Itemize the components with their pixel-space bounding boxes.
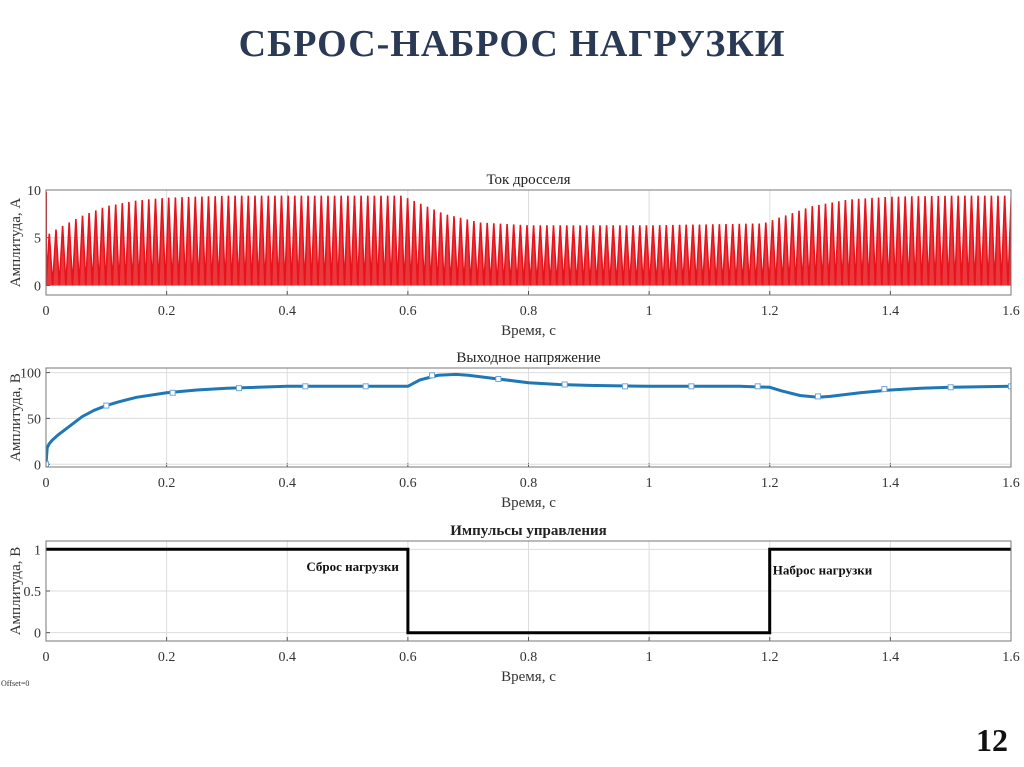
x-tick-label: 0.6 xyxy=(399,304,417,319)
y-tick-label: 0.5 xyxy=(24,585,42,600)
series-marker xyxy=(46,461,49,467)
series-marker xyxy=(103,402,110,409)
x-tick-label: 0.2 xyxy=(158,650,176,665)
x-tick-label: 0.8 xyxy=(520,476,538,491)
series-marker xyxy=(815,393,821,400)
slide-number: 12 xyxy=(976,722,1008,758)
plot-frame xyxy=(45,540,1012,642)
series-marker xyxy=(622,383,628,390)
x-tick-label: 1.4 xyxy=(882,650,900,665)
x-tick-label: 1.4 xyxy=(882,476,900,491)
plot-frame xyxy=(45,189,1012,296)
x-tick-label: 0.2 xyxy=(158,304,176,319)
x-tick-label: 0 xyxy=(43,650,50,665)
x-tick-label: 1.6 xyxy=(1002,304,1020,319)
x-tick-label: 0.8 xyxy=(520,304,538,319)
series-marker xyxy=(947,384,954,391)
chart-title: Ток дросселя xyxy=(486,172,570,188)
chart-title: Импульсы управления xyxy=(450,523,606,539)
y-axis-label: Амплитуда, В xyxy=(8,373,24,462)
series-line xyxy=(46,195,1011,286)
series-group xyxy=(46,372,1011,467)
y-tick-label: 50 xyxy=(27,412,41,427)
chart-title: Выходное напряжение xyxy=(456,350,601,366)
x-tick-label: 0 xyxy=(43,476,50,491)
x-tick-label: 1.6 xyxy=(1002,650,1020,665)
x-tick-label: 0.6 xyxy=(399,476,417,491)
x-tick-label: 1.6 xyxy=(1002,476,1020,491)
series-marker xyxy=(236,385,242,392)
x-tick-label: 1.2 xyxy=(761,476,779,491)
x-tick-label: 1 xyxy=(646,476,653,491)
slide-title: СБРОС-НАБРОС НАГРУЗКИ xyxy=(238,23,786,65)
y-tick-label: 5 xyxy=(34,232,41,247)
chart-1: Ток дросселя 0 0.2 0.4 0.6 0.8 1 1.2 1.4 1.6 0 5 10 В… xyxy=(8,172,1020,339)
series-line xyxy=(46,547,1011,635)
plot-frame xyxy=(45,367,1012,468)
x-axis-label: Время, с xyxy=(501,669,556,685)
series-marker xyxy=(495,376,502,382)
x-tick-label: 0 xyxy=(43,304,50,319)
series-marker xyxy=(754,383,761,390)
series-line xyxy=(46,372,1011,465)
x-tick-label: 0.4 xyxy=(279,476,297,491)
chart-2: Выходное напряжение 0 0.2 0.4 0.6 0.8 1 1.2 1.4 1… xyxy=(8,350,1020,511)
x-tick-label: 0.4 xyxy=(279,650,297,665)
x-tick-label: 1 xyxy=(646,650,653,665)
series-marker xyxy=(881,386,888,393)
x-axis-label: Время, с xyxy=(501,495,556,511)
x-tick-label: 0.6 xyxy=(399,650,417,665)
offset-label: Offset=0 xyxy=(1,679,29,688)
y-tick-label: 0 xyxy=(34,627,41,642)
x-tick-label: 0.2 xyxy=(158,476,176,491)
y-tick-label: 1 xyxy=(34,543,41,558)
series-marker xyxy=(688,383,695,390)
y-tick-label: 10 xyxy=(27,184,41,199)
y-tick-label: 100 xyxy=(20,367,41,382)
chart-annotation: Наброс нагрузки xyxy=(773,562,873,577)
chart-annotation: Сброс нагрузки xyxy=(306,559,399,574)
series-group xyxy=(46,191,1011,286)
y-tick-label: 0 xyxy=(34,279,41,294)
x-tick-label: 1 xyxy=(646,304,653,319)
series-marker xyxy=(362,383,369,390)
chart-3: Импульсы управления 0 0.2 0.4 0.6 0.8 1 1.2 1.4 1… xyxy=(8,523,1020,685)
x-tick-label: 1.2 xyxy=(761,304,779,319)
x-tick-label: 1.2 xyxy=(761,650,779,665)
series-marker xyxy=(561,381,568,388)
series-marker xyxy=(1008,383,1011,390)
series-group xyxy=(46,547,1011,635)
x-tick-label: 0.4 xyxy=(279,304,297,319)
x-tick-label: 1.4 xyxy=(882,304,900,319)
series-marker xyxy=(302,383,309,390)
x-tick-label: 0.8 xyxy=(520,650,538,665)
x-axis-label: Время, с xyxy=(501,323,556,339)
y-tick-label: 0 xyxy=(34,458,41,473)
series-marker xyxy=(169,389,176,396)
series-marker xyxy=(429,372,435,379)
y-axis-label: Амплитуда, В xyxy=(8,547,24,636)
y-axis-label: Амплитуда, А xyxy=(8,198,24,288)
